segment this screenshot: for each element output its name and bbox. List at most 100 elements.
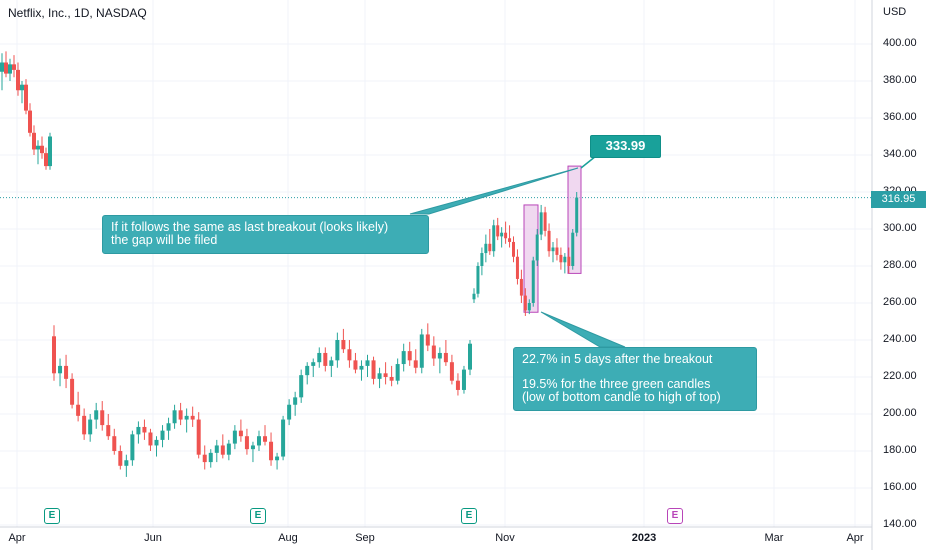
candle (82, 415, 87, 435)
earnings-icon[interactable]: E (250, 508, 266, 524)
candle (419, 334, 424, 368)
candle (571, 232, 575, 266)
target-price-label[interactable]: 333.99 (590, 135, 661, 158)
price-tick-label: 340.00 (883, 148, 917, 160)
price-tick-label: 300.00 (883, 222, 917, 234)
candle (214, 445, 219, 453)
price-tick-label: 180.00 (883, 444, 917, 456)
candle (275, 456, 280, 461)
candle (52, 336, 56, 374)
candle (293, 397, 298, 405)
candle (244, 436, 249, 450)
candle (555, 247, 559, 255)
candle (496, 225, 500, 237)
callout-gap-line-1: If it follows the same as last breakout … (111, 220, 389, 234)
candle (28, 110, 32, 133)
callout-gap-line-2: the gap will be filed (111, 233, 218, 247)
candle (335, 340, 340, 361)
last-price-label: 316.95 (871, 191, 926, 208)
candle (226, 443, 231, 455)
callout-breakout-line-1: 22.7% in 5 days after the breakout (522, 352, 713, 366)
candle (70, 378, 75, 405)
candle (535, 234, 539, 261)
callout-pointer (409, 167, 579, 215)
candle (539, 212, 543, 235)
candle (515, 256, 519, 279)
candle (389, 377, 394, 381)
candle (0, 62, 4, 72)
candle (36, 145, 40, 150)
candle (543, 212, 547, 231)
callout-breakout-note[interactable]: 22.7% in 5 days after the breakout 19.5%… (513, 347, 757, 411)
candle (500, 232, 504, 237)
candle (488, 243, 492, 252)
candle (567, 256, 571, 266)
candle (166, 423, 171, 431)
symbol-title: Netflix, Inc., 1D, NASDAQ (8, 6, 147, 20)
candle (232, 430, 237, 444)
candle (64, 365, 69, 379)
time-tick-label: Jun (144, 532, 162, 544)
price-tick-label: 360.00 (883, 111, 917, 123)
candle (40, 145, 44, 154)
candle (443, 352, 448, 363)
candle (76, 404, 81, 416)
earnings-icon[interactable]: E (44, 508, 60, 524)
candle (88, 419, 93, 435)
candle (184, 415, 189, 420)
candle (136, 426, 141, 435)
candle (329, 360, 334, 366)
candle (484, 243, 488, 254)
candle (407, 351, 412, 361)
price-tick-label: 160.00 (883, 481, 917, 493)
price-tick-label: 200.00 (883, 407, 917, 419)
currency-label: USD (883, 6, 907, 18)
earnings-icon[interactable]: E (667, 508, 683, 524)
candle (523, 295, 527, 311)
candle (531, 260, 535, 303)
candle (480, 253, 484, 266)
candle (311, 362, 316, 366)
candle (154, 439, 159, 446)
candle (449, 362, 454, 381)
candle (148, 432, 153, 446)
candle (250, 445, 255, 450)
candle (269, 441, 274, 461)
time-tick-label: Sep (355, 532, 375, 544)
candle (44, 153, 48, 167)
candle (468, 343, 472, 370)
callout-breakout-line-2: 19.5% for the three green candles (522, 377, 711, 391)
candle (512, 241, 515, 257)
candle (8, 64, 12, 74)
candle (256, 436, 261, 446)
candle (287, 404, 292, 420)
candle (4, 62, 8, 74)
candle (100, 410, 105, 426)
candle (476, 266, 480, 294)
candle (281, 419, 286, 457)
price-tick-label: 140.00 (883, 518, 917, 530)
time-tick-label: Mar (764, 532, 784, 544)
earnings-icon[interactable]: E (461, 508, 477, 524)
candle (508, 238, 512, 242)
candle (575, 197, 579, 233)
candle (377, 373, 382, 379)
candle (130, 434, 135, 461)
candle (395, 364, 400, 381)
candle (492, 225, 496, 252)
candle (383, 373, 388, 377)
price-tick-label: 220.00 (883, 370, 917, 382)
candle (413, 360, 418, 368)
callout-pointer (540, 311, 626, 348)
candle (353, 360, 358, 370)
candle (24, 84, 28, 111)
callout-gap-note[interactable]: If it follows the same as last breakout … (102, 215, 429, 254)
candle (559, 254, 563, 263)
candle (341, 340, 346, 350)
candle (32, 132, 36, 150)
callout-breakout-line-3: (low of bottom candle to high of top) (522, 390, 721, 404)
candle (208, 452, 213, 463)
candle (365, 360, 370, 366)
candle (118, 451, 123, 466)
